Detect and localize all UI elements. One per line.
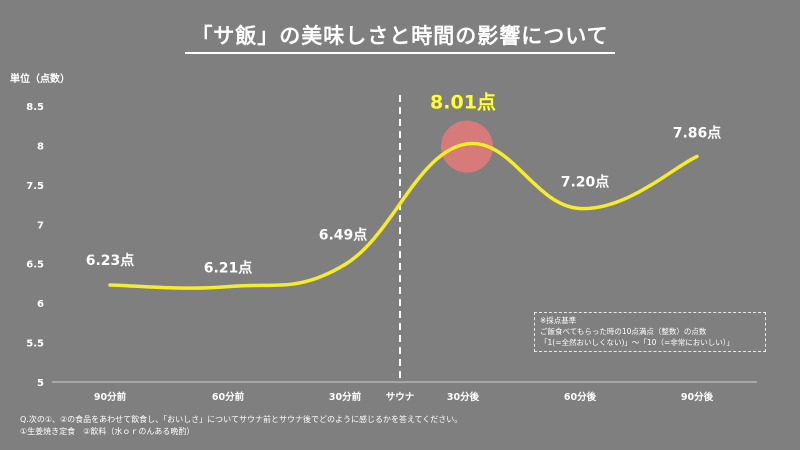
- footnote-items: ①生姜焼き定食 ②飲料（水ｏｒのんある晩酌）: [20, 427, 195, 436]
- x-tick-label: 60分前: [212, 391, 245, 403]
- x-tick-label: 30分後: [447, 391, 480, 403]
- y-tick-label: 6.5: [26, 260, 44, 271]
- data-label: 7.20点: [561, 174, 610, 191]
- x-tick-label: 30分前: [329, 391, 362, 403]
- note-line: ※採点基準: [540, 316, 577, 325]
- data-label: 6.23点: [86, 252, 135, 269]
- x-tick-label: 90分前: [94, 391, 127, 403]
- y-tick-label: 7.5: [26, 181, 44, 192]
- peak-data-label: 8.01点: [430, 92, 496, 114]
- chart-title: 「サ飯」の美味しさと時間の影響について: [0, 20, 800, 54]
- series-line-oishisa: [108, 141, 699, 290]
- scoring-criteria-note: ※採点基準 ご飯食べてもらった時の10点満点（整数）の点数 「1(=全然おいしく…: [534, 312, 766, 352]
- y-tick-label: 6: [37, 299, 44, 310]
- note-line: 「1(=全然おいしくない)」〜「10（=非常においしい）」: [540, 338, 734, 347]
- note-line: ご飯食べてもらった時の10点満点（整数）の点数: [540, 327, 707, 336]
- data-label: 6.21点: [204, 260, 253, 277]
- data-label: 6.49点: [319, 227, 368, 244]
- y-tick-label: 7: [37, 220, 44, 231]
- y-tick-label: 8.5: [26, 102, 44, 113]
- chart-title-text: 「サ飯」の美味しさと時間の影響について: [185, 20, 615, 54]
- x-tick-label: サウナ: [386, 392, 415, 403]
- y-axis-unit-label: 単位（点数）: [10, 74, 70, 85]
- y-tick-label: 5: [37, 378, 44, 389]
- peak-highlight-marker: [441, 120, 493, 173]
- y-tick-label: 5.5: [26, 339, 44, 350]
- data-label: 7.86点: [673, 124, 722, 141]
- footnote-question: Q.次の①、②の食品をあわせて飲食し、「おいしさ」についてサウナ前とサウナ後でど…: [20, 415, 463, 424]
- x-tick-label: 60分後: [564, 391, 597, 403]
- y-tick-label: 8: [37, 141, 44, 152]
- footnote: Q.次の①、②の食品をあわせて飲食し、「おいしさ」についてサウナ前とサウナ後でど…: [20, 414, 462, 438]
- x-tick-label: 90分後: [681, 391, 714, 403]
